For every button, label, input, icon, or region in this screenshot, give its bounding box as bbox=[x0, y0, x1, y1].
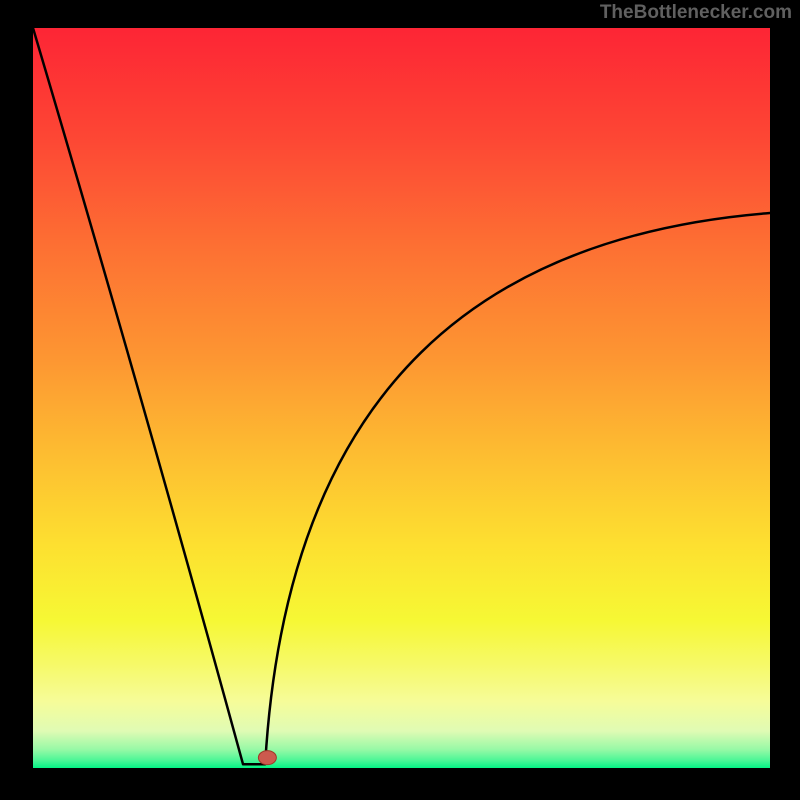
chart-container: TheBottlenecker.com bbox=[0, 0, 800, 800]
plot-svg bbox=[33, 28, 770, 768]
plot-area bbox=[33, 28, 770, 768]
minimum-marker bbox=[258, 751, 276, 765]
gradient-background bbox=[33, 28, 770, 768]
attribution-label: TheBottlenecker.com bbox=[600, 2, 792, 24]
